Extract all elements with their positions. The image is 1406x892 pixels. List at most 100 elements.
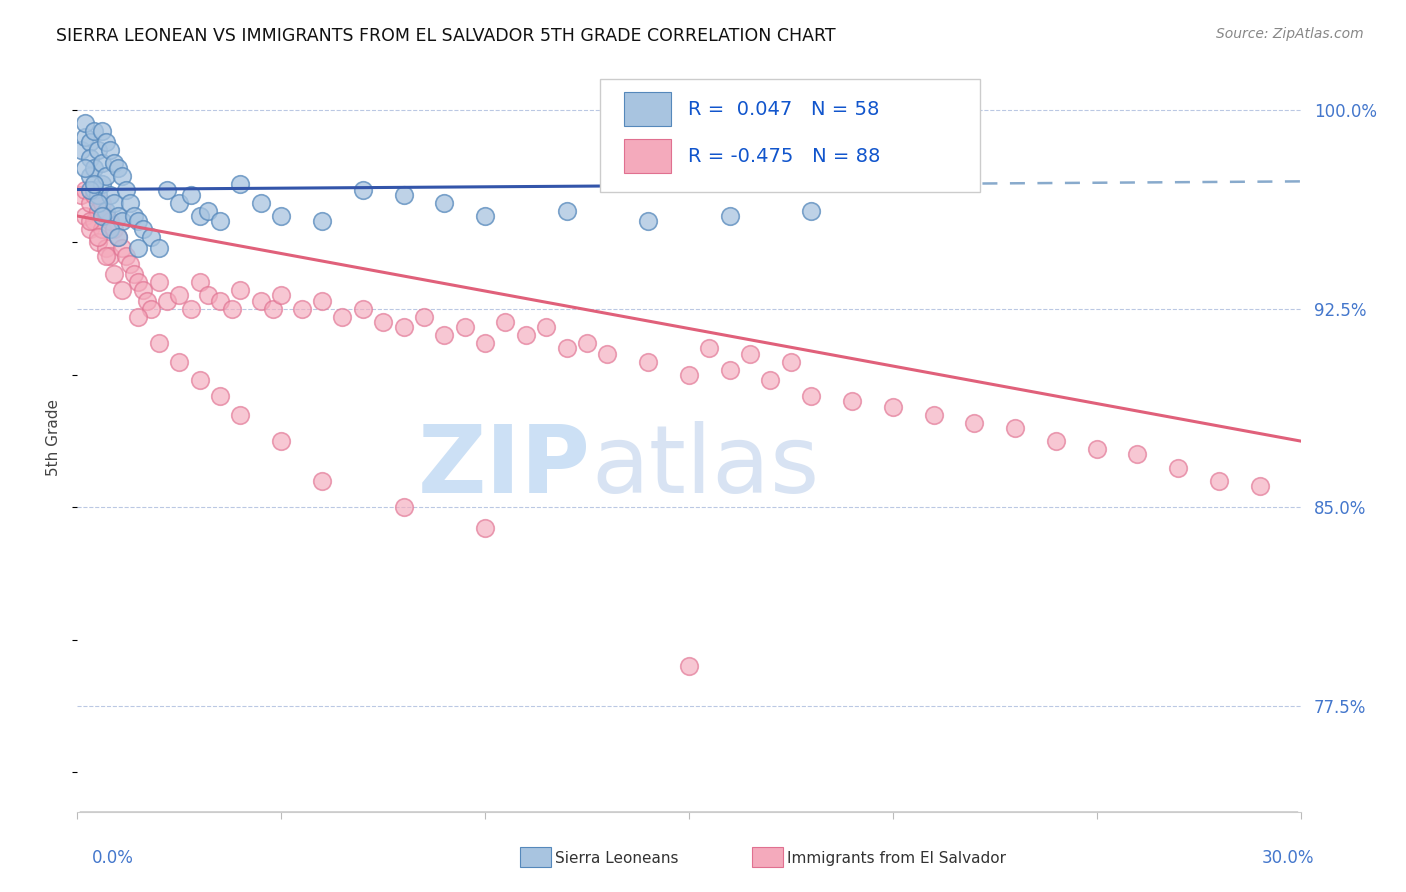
Point <box>678 659 700 673</box>
Point <box>107 161 129 176</box>
Point <box>169 288 191 302</box>
Point <box>474 336 496 351</box>
Point <box>79 214 101 228</box>
Point <box>107 230 129 244</box>
Point <box>87 195 110 210</box>
Point <box>83 178 105 192</box>
Point <box>83 161 105 176</box>
Point <box>208 389 231 403</box>
Point <box>111 283 134 297</box>
Point <box>79 135 101 149</box>
Point <box>699 342 721 356</box>
Point <box>75 116 97 130</box>
Point <box>311 293 333 308</box>
Point <box>1126 447 1149 461</box>
FancyBboxPatch shape <box>624 139 671 172</box>
Point <box>79 195 101 210</box>
Point <box>75 182 97 196</box>
Point <box>156 293 179 308</box>
Point <box>922 408 945 422</box>
Text: Source: ZipAtlas.com: Source: ZipAtlas.com <box>1216 27 1364 41</box>
Point <box>148 275 170 289</box>
Point <box>433 195 456 210</box>
Point <box>555 342 578 356</box>
Point <box>103 222 125 236</box>
Point <box>139 301 162 316</box>
Point <box>718 209 741 223</box>
Point <box>115 249 138 263</box>
Point <box>270 434 292 448</box>
Point <box>1167 460 1189 475</box>
Point <box>740 347 762 361</box>
Point <box>98 249 121 263</box>
Point <box>963 416 986 430</box>
Point <box>180 187 202 202</box>
Point <box>290 301 312 316</box>
Text: SIERRA LEONEAN VS IMMIGRANTS FROM EL SALVADOR 5TH GRADE CORRELATION CHART: SIERRA LEONEAN VS IMMIGRANTS FROM EL SAL… <box>56 27 835 45</box>
Point <box>135 293 157 308</box>
Text: atlas: atlas <box>591 421 820 513</box>
Point <box>90 222 112 236</box>
Point <box>94 169 117 184</box>
Point <box>392 320 415 334</box>
Point <box>197 203 219 218</box>
Point <box>124 209 146 223</box>
Point <box>90 195 112 210</box>
Point <box>98 143 121 157</box>
Point <box>515 328 537 343</box>
Point <box>79 151 101 165</box>
Point <box>79 169 101 184</box>
Point <box>332 310 354 324</box>
Point <box>779 354 801 368</box>
Point <box>169 195 191 210</box>
Point <box>495 315 517 329</box>
Point <box>127 310 149 324</box>
Point <box>169 354 191 368</box>
Point <box>90 209 112 223</box>
Point <box>352 182 374 196</box>
Point <box>94 135 117 149</box>
Point <box>127 241 149 255</box>
Point <box>83 214 105 228</box>
Point <box>555 203 578 218</box>
Point <box>83 124 105 138</box>
Point <box>156 182 179 196</box>
FancyBboxPatch shape <box>624 93 671 126</box>
Point <box>453 320 475 334</box>
Point <box>576 336 599 351</box>
Point <box>94 249 117 263</box>
Point <box>392 500 415 515</box>
Point <box>111 241 134 255</box>
Point <box>124 267 146 281</box>
Point <box>800 203 823 218</box>
Point <box>270 209 292 223</box>
Point <box>131 283 153 297</box>
Point <box>637 354 659 368</box>
Point <box>127 275 149 289</box>
Point <box>352 301 374 316</box>
Point <box>250 293 273 308</box>
Point <box>127 214 149 228</box>
Point <box>87 235 110 250</box>
Point <box>79 222 101 236</box>
Text: ZIP: ZIP <box>418 421 591 513</box>
Text: Immigrants from El Salvador: Immigrants from El Salvador <box>787 851 1007 865</box>
Point <box>90 156 112 170</box>
Point <box>115 182 138 196</box>
Point <box>534 320 557 334</box>
Point <box>392 187 415 202</box>
Point <box>83 187 105 202</box>
Point <box>229 178 252 192</box>
Point <box>250 195 273 210</box>
Point <box>94 241 117 255</box>
Point <box>474 209 496 223</box>
Point <box>107 230 129 244</box>
Point <box>131 222 153 236</box>
Point <box>75 209 97 223</box>
Point <box>637 214 659 228</box>
Point <box>90 124 112 138</box>
Point <box>98 214 121 228</box>
Point <box>94 203 117 218</box>
Point <box>678 368 700 382</box>
Y-axis label: 5th Grade: 5th Grade <box>46 399 62 475</box>
